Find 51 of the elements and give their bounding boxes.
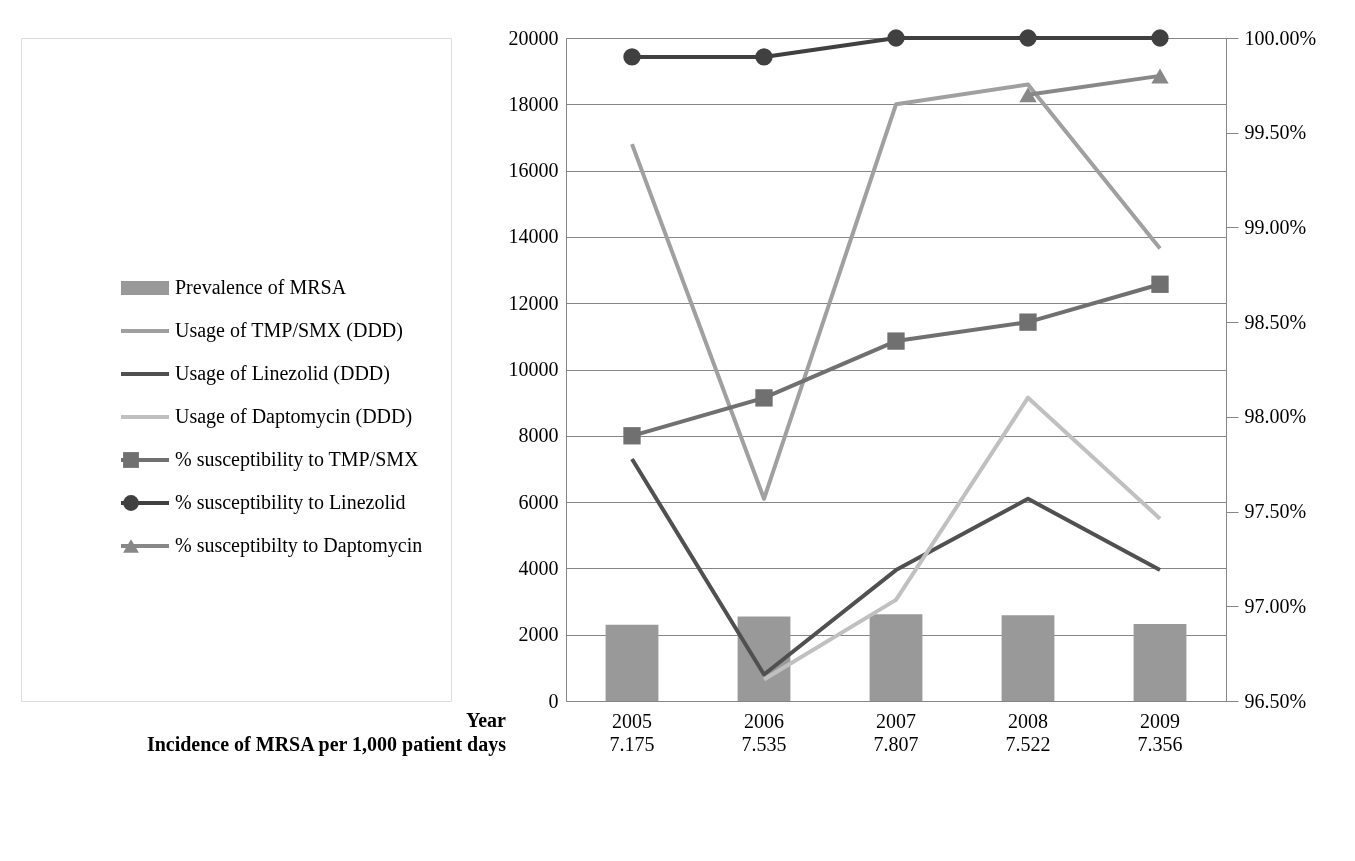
- y-tick-label: 12000: [508, 291, 559, 314]
- line-series: [630, 82, 1162, 501]
- text: 7.522: [1005, 733, 1051, 755]
- x-tick-label: 2006: [744, 709, 784, 732]
- point: [887, 29, 905, 47]
- y-tick-label: 10000: [508, 358, 559, 380]
- y2-tick-label: 97.00%: [1244, 594, 1307, 617]
- y-tick-label: 0: [548, 689, 559, 712]
- y2-tick-label: 98.50%: [1244, 310, 1307, 333]
- text: 7.807: [873, 733, 919, 755]
- y2-tick-label: 96.50%: [1244, 689, 1307, 712]
- x-axis-title: Year: [466, 709, 507, 731]
- legend-label: % susceptibility to Linezolid: [175, 491, 406, 514]
- y2-tick-label: 99.00%: [1244, 215, 1307, 238]
- y-tick-label: 2000: [518, 623, 559, 646]
- line-series: [762, 395, 1162, 682]
- x-tick-label: 2007: [876, 709, 916, 732]
- legend-label: Prevalence of MRSA: [175, 276, 347, 298]
- x-tick-label: 2008: [1008, 709, 1048, 732]
- point: [1019, 29, 1037, 47]
- point: [755, 389, 773, 407]
- legend-label: % susceptibility to TMP/SMX: [175, 448, 420, 471]
- legend-label: Usage of Linezolid (DDD): [175, 362, 390, 385]
- text: 7.356: [1137, 733, 1183, 755]
- text: 7.175: [609, 733, 655, 755]
- point: [1019, 313, 1037, 331]
- x-tick-label: 2005: [612, 709, 652, 732]
- x-tick-label: 2009: [1140, 709, 1180, 732]
- text: 7.535: [741, 733, 787, 755]
- text: Incidence of MRSA per 1,000 patient days: [146, 733, 507, 756]
- legend-label: Usage of Daptomycin (DDD): [175, 405, 413, 428]
- y2-tick-label: 97.50%: [1244, 500, 1307, 523]
- y-tick-label: 8000: [518, 424, 559, 447]
- y-tick-label: 16000: [508, 159, 559, 182]
- point: [887, 332, 905, 350]
- y-tick-label: 20000: [508, 26, 559, 49]
- legend-label: % susceptibilty to Daptomycin: [175, 534, 423, 557]
- point: [755, 48, 773, 66]
- point: [1151, 29, 1169, 47]
- y2-tick-label: 100.00%: [1244, 26, 1317, 49]
- y2-tick-label: 98.00%: [1244, 405, 1307, 428]
- point: [1151, 275, 1169, 293]
- legend-label: Usage of TMP/SMX (DDD): [175, 319, 403, 342]
- line-series: [630, 457, 1162, 677]
- y-tick-label: 18000: [508, 92, 559, 115]
- point: [623, 427, 641, 445]
- point: [623, 48, 641, 66]
- y-tick-label: 4000: [518, 556, 559, 579]
- y-tick-label: 6000: [518, 490, 559, 513]
- y-tick-label: 14000: [508, 225, 559, 248]
- y2-tick-label: 99.50%: [1244, 121, 1307, 144]
